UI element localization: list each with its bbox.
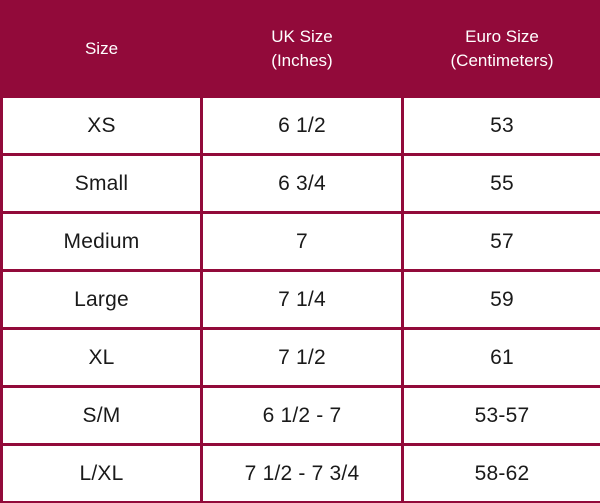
cell-uk-size: 7 1/2 [203, 330, 401, 385]
cell-uk-size: 6 1/2 - 7 [203, 388, 401, 443]
cell-euro-size: 53 [404, 98, 600, 153]
cell-size: S/M [3, 388, 200, 443]
cell-size: XS [3, 98, 200, 153]
header-size: Size [3, 3, 200, 95]
header-euro-size-label: Euro Size (Centimeters) [450, 27, 554, 70]
cell-uk-size: 7 [203, 214, 401, 269]
cell-euro-size: 59 [404, 272, 600, 327]
cell-uk-size: 7 1/4 [203, 272, 401, 327]
cell-uk-size: 6 1/2 [203, 98, 401, 153]
header-size-label: Size [84, 39, 119, 58]
cell-euro-size: 57 [404, 214, 600, 269]
header-uk-size: UK Size (Inches) [203, 3, 401, 95]
cell-size: XL [3, 330, 200, 385]
cell-size: Large [3, 272, 200, 327]
cell-size: L/XL [3, 446, 200, 501]
header-euro-size: Euro Size (Centimeters) [404, 3, 600, 95]
cell-euro-size: 58-62 [404, 446, 600, 501]
cell-euro-size: 61 [404, 330, 600, 385]
cell-size: Small [3, 156, 200, 211]
cell-size: Medium [3, 214, 200, 269]
cell-euro-size: 53-57 [404, 388, 600, 443]
cell-uk-size: 7 1/2 - 7 3/4 [203, 446, 401, 501]
header-uk-size-label: UK Size (Inches) [271, 27, 333, 70]
cell-euro-size: 55 [404, 156, 600, 211]
cell-uk-size: 6 3/4 [203, 156, 401, 211]
